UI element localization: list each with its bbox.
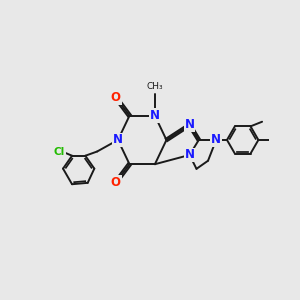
Text: N: N <box>184 118 195 131</box>
Text: O: O <box>111 91 121 104</box>
Text: N: N <box>150 109 160 122</box>
Text: N: N <box>113 134 123 146</box>
Text: N: N <box>184 148 195 161</box>
Text: Cl: Cl <box>54 147 65 157</box>
Text: N: N <box>211 134 221 146</box>
Text: CH₃: CH₃ <box>147 82 163 91</box>
Text: O: O <box>111 176 121 189</box>
